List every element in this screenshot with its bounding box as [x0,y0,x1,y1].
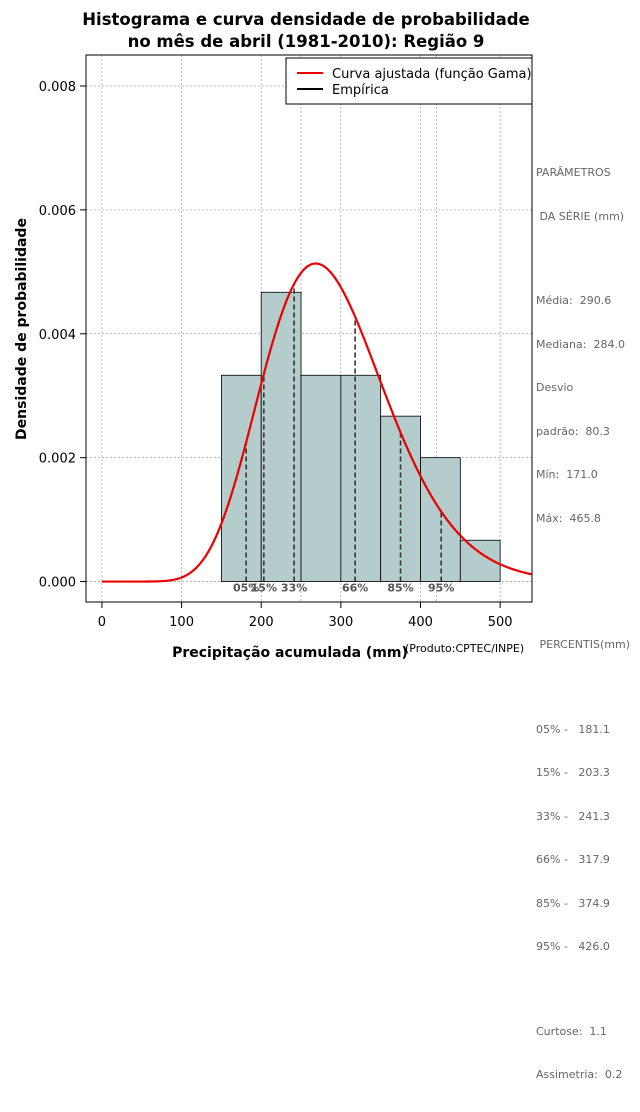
percentile-labels: 05%15% 33% 66% 85% 95% [233,582,454,595]
chart-title-line2: no mês de abril (1981-2010): Região 9 [128,32,485,51]
y-tick-label-3: 0.006 [39,204,76,219]
percentil-85: 85% - 374.9 [536,896,610,910]
axes: 0 100 200 300 400 500 0.000 0.002 0.004 0.006 0.00… [39,80,513,630]
y-tick-label-0: 0.000 [39,576,76,591]
param-curtose: Curtose: 1.1 [536,1024,607,1038]
plot-frame [85,54,533,603]
chart-title-line1: Histograma e curva densidade de probabil… [82,10,530,29]
x-tick-label-2: 200 [249,615,274,630]
param-assimetria: Assimetria: 0.2 [536,1068,623,1081]
chart-root: 05% 15% 33% 66% 85% 95% 0 100 200 300 400 500 0.000… [14,10,630,1081]
legend-label-empirica: Empírica [332,83,389,98]
x-tick-label-0: 0 [98,615,106,630]
legend-box [285,57,533,105]
percentile-label-15%: 15% [251,582,277,595]
percentile-label-95%: 95% [428,582,454,595]
y-axis-label: Densidade de probabilidade [14,218,30,440]
percentile-lines [245,283,443,582]
percentile-label-33%: 33% [281,582,307,595]
y-tick-label-2: 0.004 [39,328,76,343]
y-tick-label-1: 0.002 [39,452,76,467]
percentil-66: 66% - 317.9 [536,853,610,866]
legend-label-gamma: Curva ajustada (função Gama) [332,67,532,82]
y-tick-label-4: 0.008 [39,80,76,95]
percentil-95: 95% - 426.0 [536,940,610,953]
legend: Curva ajustada (função Gama) Empírica [285,57,533,105]
percentile-label-66%: 66% [342,582,368,595]
percentil-33: 33% - 241.3 [536,809,610,823]
credit-label: (Produto:CPTEC/INPE) [405,642,524,655]
histogram-bar-3 [340,374,382,582]
histogram-bar-1 [260,291,302,582]
gamma-curve-group [101,262,533,583]
param-min: Mín: 171.0 [536,468,598,481]
param-media: Média: 290.6 [536,294,612,307]
params-title-1: PARÂMETROS [536,166,611,179]
param-desvio-1: Desvio [536,381,574,394]
x-tick-label-5: 500 [488,615,513,630]
histogram-chart: 05%15% 33% 66% 85% 95% 0 100 200 300 400 500 0.000… [14,10,533,661]
percentil-15: 15% - 203.3 [536,766,610,779]
histogram-bar-2 [300,374,342,582]
x-tick-label-1: 100 [169,615,194,630]
x-tick-label-4: 400 [408,615,433,630]
series-parameters-panel: PARÂMETROS DA SÉRIE (mm) Média: 290.6 Me… [536,137,640,1112]
percentil-05: 05% - 181.1 [536,722,610,736]
x-tick-label-3: 300 [328,615,353,630]
x-axis-label: Precipitação acumulada (mm) [172,645,408,660]
percentile-label-05%: 05% [233,582,259,595]
param-mediana: Mediana: 284.0 [536,337,625,351]
percentis-title: PERCENTIS(mm) [536,638,630,651]
percentile-label-85%: 85% [387,582,413,595]
param-max: Máx: 465.8 [536,511,601,525]
params-title-2: DA SÉRIE (mm) [536,209,625,223]
gamma-curve [101,262,533,583]
param-desvio-2: padrão: 80.3 [536,424,610,438]
